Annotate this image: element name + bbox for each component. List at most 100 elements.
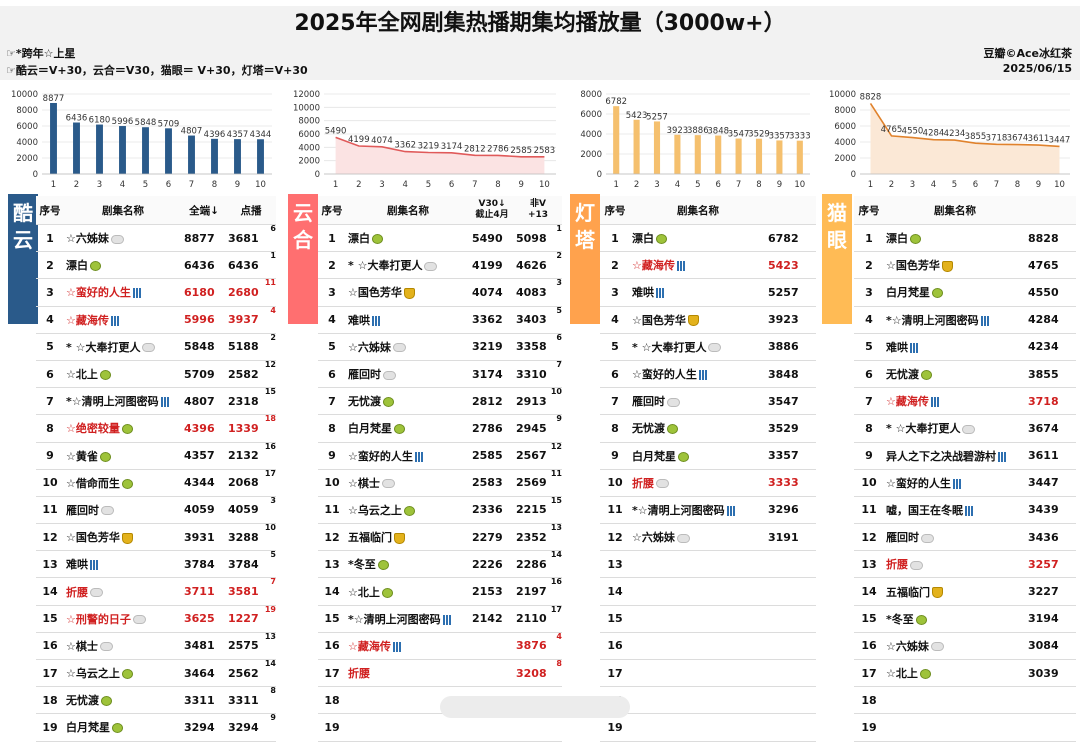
value2: 5098 bbox=[516, 231, 547, 245]
drama-name-cell: *☆清明上河图密码 bbox=[884, 306, 1026, 334]
value2-cell: 2913 10 bbox=[514, 387, 562, 416]
rank-cell: 10 bbox=[36, 469, 64, 497]
table-row: 2 ☆藏海传 5423 bbox=[600, 251, 816, 280]
data-label: 3333 bbox=[789, 132, 811, 142]
horizontal-scrollbar[interactable] bbox=[440, 696, 630, 718]
table-row: 6 无忧渡 3855 bbox=[854, 360, 1076, 389]
value2: 6436 bbox=[228, 258, 259, 272]
drama-name-cell: 雁回时 bbox=[346, 360, 470, 389]
table-row: 14 五福临门 3227 bbox=[854, 577, 1076, 606]
table-row: 7 *☆清明上河图密码 4807 2318 15 bbox=[36, 387, 276, 416]
drama-name-cell: 五福临门 bbox=[884, 577, 1026, 606]
rank-superscript: 19 bbox=[264, 605, 276, 614]
rank-cell: 7 bbox=[854, 387, 884, 416]
value2: 2318 bbox=[228, 394, 259, 408]
drama-name-cell: ☆国色芳华 bbox=[64, 523, 182, 552]
x-tick-label: 8 bbox=[756, 180, 761, 190]
value2: 3294 bbox=[228, 720, 259, 734]
x-tick-label: 7 bbox=[736, 180, 741, 190]
rank-superscript: 11 bbox=[550, 469, 562, 478]
cloud-icon bbox=[676, 533, 690, 543]
table-row: 5 * ☆大奉打更人 5848 5188 2 bbox=[36, 333, 276, 361]
drama-name-cell bbox=[630, 659, 766, 688]
value2-cell: 2132 16 bbox=[226, 442, 276, 470]
drama-name: ☆棋士 bbox=[66, 639, 98, 653]
data-label: 2812 bbox=[464, 144, 486, 154]
value-cell: 4234 bbox=[1026, 333, 1076, 361]
table-row: 17 bbox=[600, 659, 816, 688]
bar bbox=[674, 134, 681, 174]
value-cell: 3039 bbox=[1026, 659, 1076, 688]
value2: 4626 bbox=[516, 258, 547, 272]
bars-icon bbox=[132, 288, 141, 299]
area-fill bbox=[870, 103, 1060, 174]
y-tick-label: 0 bbox=[315, 170, 320, 180]
y-tick-label: 4000 bbox=[834, 138, 856, 148]
table-row: 8 白月梵星 2786 2945 9 bbox=[318, 414, 562, 443]
x-tick-label: 6 bbox=[715, 180, 720, 190]
value-cell: 3357 bbox=[766, 442, 816, 470]
drama-name: * ☆大奉打更人 bbox=[66, 340, 141, 354]
data-label: 4807 bbox=[181, 127, 203, 137]
drama-name-cell: 难哄 bbox=[346, 306, 470, 334]
value2-cell: 1339 18 bbox=[226, 414, 276, 443]
value2: 4083 bbox=[516, 285, 547, 299]
value-cell: 3784 bbox=[182, 550, 226, 579]
drama-name-cell: * ☆大奉打更人 bbox=[630, 333, 766, 361]
rank-cell: 15 bbox=[318, 605, 346, 633]
value2: 2197 bbox=[516, 585, 547, 599]
table-row: 14 bbox=[600, 577, 816, 606]
rank-superscript: 10 bbox=[550, 387, 562, 397]
value-cell: 3931 bbox=[182, 523, 226, 552]
table-row: 8 * ☆大奉打更人 3674 bbox=[854, 414, 1076, 443]
drama-name: *☆清明上河图密码 bbox=[348, 612, 441, 626]
value-cell: 2812 bbox=[470, 387, 514, 416]
drama-name: 白月梵星 bbox=[632, 449, 676, 463]
green-dot-icon bbox=[90, 261, 101, 272]
drama-name-cell: ☆棋士 bbox=[64, 632, 182, 661]
column-header: 序号 bbox=[600, 196, 630, 225]
drama-name: *☆清明上河图密码 bbox=[66, 395, 159, 409]
y-tick-label: 2000 bbox=[834, 154, 856, 164]
rank-superscript: 15 bbox=[264, 387, 276, 397]
table-row: 9 异人之下之决战碧游村 3611 bbox=[854, 442, 1076, 470]
drama-name-cell: ☆六姊妹 bbox=[630, 523, 766, 552]
value2: 3310 bbox=[516, 367, 547, 381]
drama-name: ☆绝密较量 bbox=[66, 422, 120, 436]
value-cell: 6436 bbox=[182, 251, 226, 280]
value2-cell bbox=[514, 713, 562, 742]
value2: 3581 bbox=[228, 585, 259, 599]
drama-name: ☆国色芳华 bbox=[632, 313, 686, 327]
value-cell: 3886 bbox=[766, 333, 816, 361]
bars-icon bbox=[414, 451, 423, 462]
table-row: 7 ☆藏海传 3718 bbox=[854, 387, 1076, 416]
table-row: 12 五福临门 2279 2352 13 bbox=[318, 523, 562, 552]
bars-icon bbox=[676, 261, 685, 272]
cloud-icon bbox=[99, 642, 113, 652]
table-row: 16 ☆六姊妹 3084 bbox=[854, 632, 1076, 661]
table-row: 13 bbox=[600, 550, 816, 579]
rank-superscript: 12 bbox=[264, 360, 276, 369]
drama-name-cell: ☆国色芳华 bbox=[346, 278, 470, 307]
drama-name-cell: 白月梵星 bbox=[884, 278, 1026, 307]
value-cell: 3227 bbox=[1026, 577, 1076, 606]
value2: 3311 bbox=[228, 693, 259, 707]
value2-cell: 2068 17 bbox=[226, 469, 276, 497]
value-cell: 3625 bbox=[182, 605, 226, 633]
chart-maoyan: 10000 8000 6000 4000 2000 0 8828 4765 4550 4284 42… bbox=[820, 82, 1078, 190]
data-label: 3674 bbox=[1007, 134, 1029, 144]
value2: 2945 bbox=[516, 421, 547, 435]
value-cell: 4284 bbox=[1026, 306, 1076, 334]
value-cell: 2142 bbox=[470, 605, 514, 633]
green-dot-icon bbox=[656, 234, 667, 245]
value2-cell: 2582 12 bbox=[226, 360, 276, 389]
value-cell bbox=[766, 605, 816, 633]
table-row: 17 ☆北上 3039 bbox=[854, 659, 1076, 688]
value2-cell: 3310 7 bbox=[514, 360, 562, 389]
drama-name: 难哄 bbox=[886, 340, 908, 354]
rank-cell: 12 bbox=[36, 523, 64, 552]
rank-cell: 5 bbox=[36, 333, 64, 361]
rank-cell: 12 bbox=[600, 523, 630, 552]
rank-cell: 11 bbox=[318, 496, 346, 525]
bar bbox=[776, 140, 783, 174]
